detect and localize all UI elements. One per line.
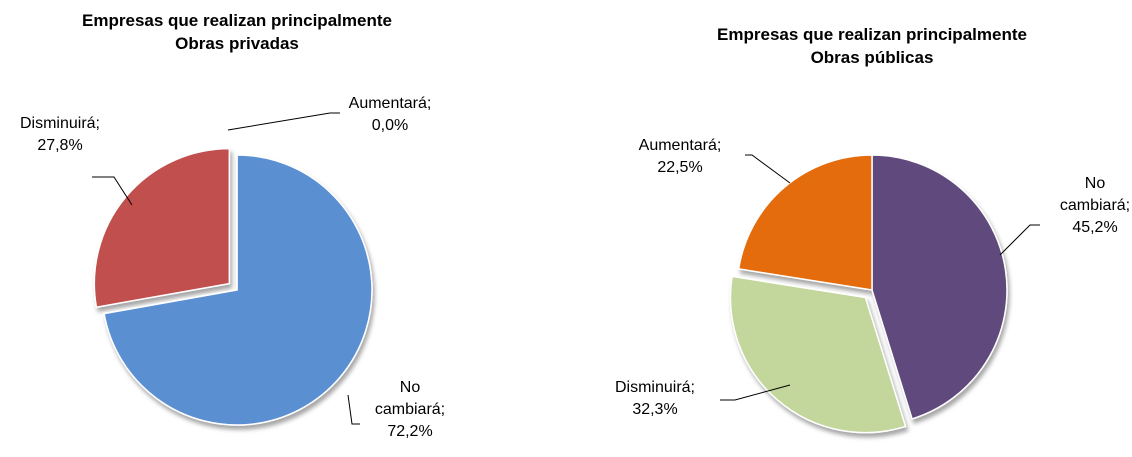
pie-slice [93, 147, 231, 309]
pie [93, 147, 373, 426]
data-label-value: 72,2% [387, 423, 432, 440]
data-label-category: Aumentará; [639, 137, 722, 154]
pie [729, 154, 1008, 434]
leader-line [347, 394, 360, 425]
data-label-value: 27,8% [37, 137, 82, 154]
chart-title: Empresas que realizan principalmente [82, 11, 392, 30]
leader-line [745, 154, 791, 184]
data-label-value: 32,3% [632, 401, 677, 418]
data-label-category: No cambiará; [1060, 175, 1130, 214]
pie-slice [103, 154, 373, 426]
leader-line [92, 176, 133, 206]
data-label-category: No cambiará; [375, 379, 445, 418]
data-label-value: 45,2% [1072, 219, 1117, 236]
leader-line [227, 112, 340, 131]
data-label-category: Disminuirá; [615, 379, 695, 396]
pie-slice [737, 154, 873, 291]
data-label-category: Disminuirá; [20, 115, 100, 132]
data-label-value: 22,5% [657, 159, 702, 176]
leader-line [999, 224, 1040, 256]
pie-slice [729, 275, 907, 434]
data-label-category: Aumentará; [349, 95, 432, 112]
chart-title: Obras privadas [175, 34, 299, 53]
chart-title: Obras públicas [811, 48, 934, 67]
pie-slice [871, 154, 1008, 420]
leader-line [720, 384, 791, 401]
chart-title: Empresas que realizan principalmente [717, 25, 1027, 44]
data-label-value: 0,0% [372, 117, 408, 134]
